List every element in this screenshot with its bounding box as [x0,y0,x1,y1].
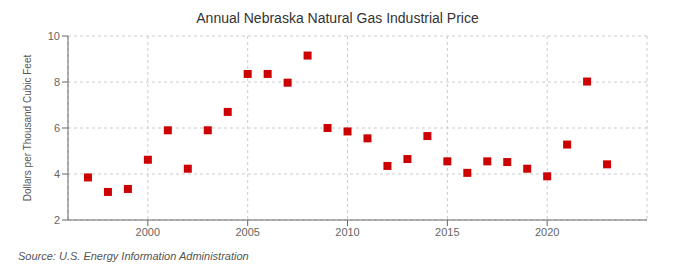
svg-text:2015: 2015 [435,226,459,238]
svg-text:2000: 2000 [136,226,160,238]
svg-text:2005: 2005 [235,226,259,238]
svg-text:4: 4 [54,168,60,180]
svg-text:10: 10 [48,30,60,42]
svg-text:Dollars per Thousand Cubic Fee: Dollars per Thousand Cubic Feet [22,55,33,202]
svg-text:2020: 2020 [535,226,559,238]
svg-text:2010: 2010 [335,226,359,238]
svg-text:6: 6 [54,122,60,134]
svg-text:8: 8 [54,76,60,88]
html-text:Source: U.S. Energy Informatio: Source: U.S. Energy Information Administ… [18,250,249,262]
svg-text:2: 2 [54,214,60,226]
html-text:Annual Nebraska Natural Gas In: Annual Nebraska Natural Gas Industrial P… [196,10,479,26]
